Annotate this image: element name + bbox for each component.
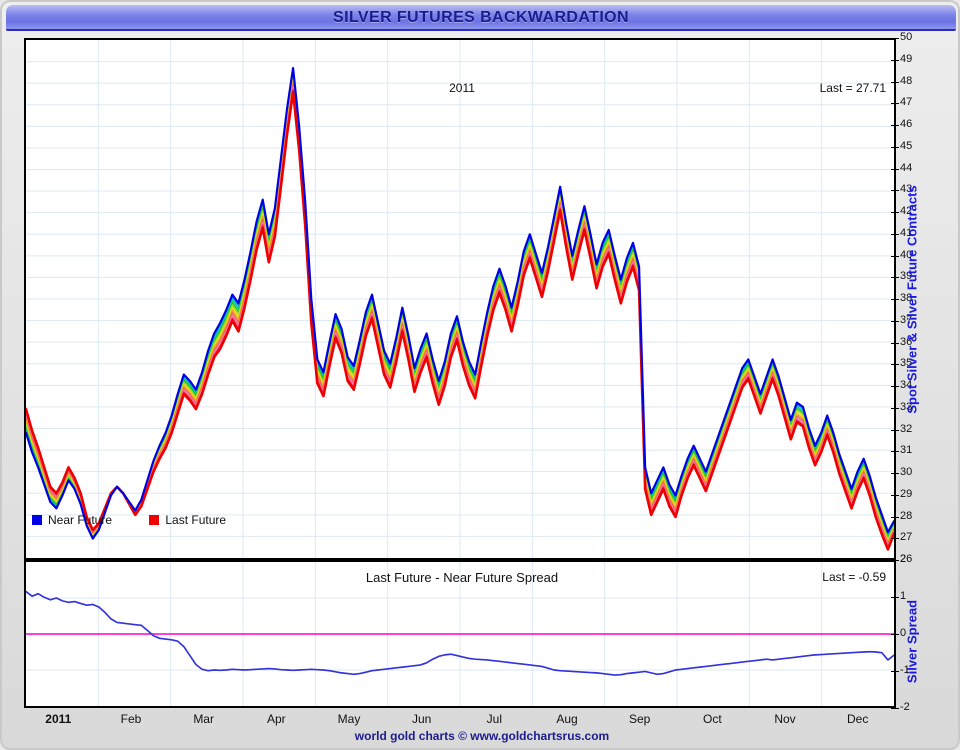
main-y-tick-mark	[891, 81, 899, 83]
spread-y-tick-label: 0	[900, 627, 907, 639]
main-y-tick-label: 41	[900, 226, 913, 239]
main-y-tick-label: 47	[900, 96, 913, 109]
main-y-tick-label: 38	[900, 292, 913, 304]
x-tick-label: Aug	[556, 712, 578, 726]
main-y-tick-mark	[891, 473, 899, 474]
spread-y-tick-label: -1	[900, 664, 910, 676]
spread-y-tick-mark	[891, 671, 899, 672]
spread-y-tick-label: 2	[900, 553, 907, 565]
main-y-tick-mark	[891, 386, 899, 387]
main-y-tick-mark	[891, 146, 899, 148]
spread-y-tick-mark	[891, 597, 899, 598]
main-y-tick-mark	[891, 429, 899, 431]
main-y-tick-mark	[891, 364, 899, 366]
legend-label-near-future: Near Future	[48, 513, 113, 527]
main-y-tick-label: 27	[900, 531, 913, 544]
main-y-tick-mark	[891, 103, 899, 105]
main-y-tick-label: 42	[900, 205, 913, 217]
main-y-tick-label: 40	[900, 248, 913, 261]
main-y-tick-mark	[891, 451, 899, 453]
window-titlebar: SILVER FUTURES BACKWARDATION	[6, 5, 956, 31]
main-legend: Near Future Last Future	[32, 513, 260, 527]
main-y-tick-mark	[891, 255, 899, 257]
spread-y-axis-title: Silver Spread	[904, 599, 920, 684]
x-tick-label: Sep	[628, 712, 651, 726]
main-y-tick-mark	[891, 38, 899, 39]
main-y-axis-title-wrap: Spot Silver & Silver Future Contracts	[862, 172, 960, 432]
main-y-tick-label: 28	[900, 509, 913, 522]
main-y-tick-mark	[891, 125, 899, 126]
spread-y-tick-label: -2	[900, 701, 910, 713]
main-y-tick-mark	[891, 59, 899, 61]
x-tick-label: Apr	[266, 712, 286, 726]
x-tick-label: Nov	[774, 712, 796, 726]
main-y-tick-mark	[891, 233, 899, 235]
near-future-swatch-icon	[32, 515, 42, 525]
main-y-tick-mark	[891, 299, 899, 300]
legend-label-last-future: Last Future	[165, 513, 227, 527]
spread-y-tick-label: 1	[900, 590, 907, 602]
main-y-tick-label: 37	[900, 313, 913, 326]
main-y-tick-label: 36	[900, 335, 913, 348]
main-y-tick-label: 35	[900, 357, 913, 370]
main-y-tick-mark	[891, 516, 899, 518]
x-tick-label: Dec	[846, 712, 869, 726]
x-tick-label: Jul	[486, 712, 502, 726]
main-y-tick-label: 31	[900, 444, 913, 457]
main-y-tick-label: 49	[900, 52, 913, 65]
x-tick-label: May	[337, 712, 361, 726]
main-price-canvas	[26, 40, 894, 558]
main-y-tick-mark	[891, 168, 899, 170]
x-tick-label: Oct	[702, 712, 722, 726]
main-y-tick-mark	[891, 494, 899, 496]
footer-credit: world gold charts © www.goldchartsrus.co…	[354, 729, 610, 743]
main-y-tick-label: 43	[900, 183, 913, 196]
main-y-tick-label: 29	[900, 487, 913, 500]
x-tick-label: Mar	[193, 712, 214, 726]
main-y-axis-title: Spot Silver & Silver Future Contracts	[904, 185, 920, 414]
spread-last-value: Last = -0.59	[822, 570, 886, 584]
main-y-tick-label: 30	[900, 466, 913, 478]
main-y-tick-label: 44	[900, 161, 913, 174]
main-y-tick-mark	[891, 320, 899, 322]
x-tick-label: Feb	[120, 712, 142, 726]
main-y-tick-label: 32	[900, 422, 913, 435]
legend-item-near-future: Near Future	[32, 513, 112, 527]
main-y-tick-label: 33	[900, 400, 913, 413]
main-last-value: Last = 27.71	[819, 81, 886, 95]
x-tick-label: Jun	[411, 712, 432, 726]
last-future-swatch-icon	[149, 515, 160, 525]
main-y-tick-mark	[891, 407, 899, 409]
main-y-tick-label: 39	[900, 270, 913, 283]
legend-item-last-future: Last Future	[149, 513, 226, 527]
main-y-tick-label: 26	[900, 553, 913, 565]
x-tick-label: 2011	[45, 712, 72, 726]
main-y-tick-mark	[891, 538, 899, 540]
main-price-plot: 2011 Last = 27.71 Near Future Last Futur…	[24, 38, 896, 560]
main-y-tick-label: 46	[900, 118, 913, 130]
page-title: SILVER FUTURES BACKWARDATION	[333, 9, 629, 26]
main-y-tick-mark	[891, 212, 899, 213]
spread-panel-title: Last Future - Near Future Spread	[365, 570, 559, 585]
main-y-tick-label: 48	[900, 74, 913, 87]
main-y-tick-label: 50	[900, 31, 913, 43]
year-label: 2011	[449, 81, 475, 95]
main-y-tick-mark	[891, 277, 899, 279]
main-y-tick-label: 45	[900, 139, 913, 152]
spread-canvas	[26, 562, 894, 706]
main-y-tick-mark	[891, 190, 899, 192]
main-y-tick-label: 34	[900, 379, 913, 391]
spread-y-tick-mark	[891, 560, 899, 561]
spread-y-tick-mark	[891, 708, 899, 709]
spread-plot: Last Future - Near Future Spread Last = …	[24, 560, 896, 708]
main-y-tick-mark	[891, 342, 899, 344]
spread-y-tick-mark	[891, 634, 899, 635]
